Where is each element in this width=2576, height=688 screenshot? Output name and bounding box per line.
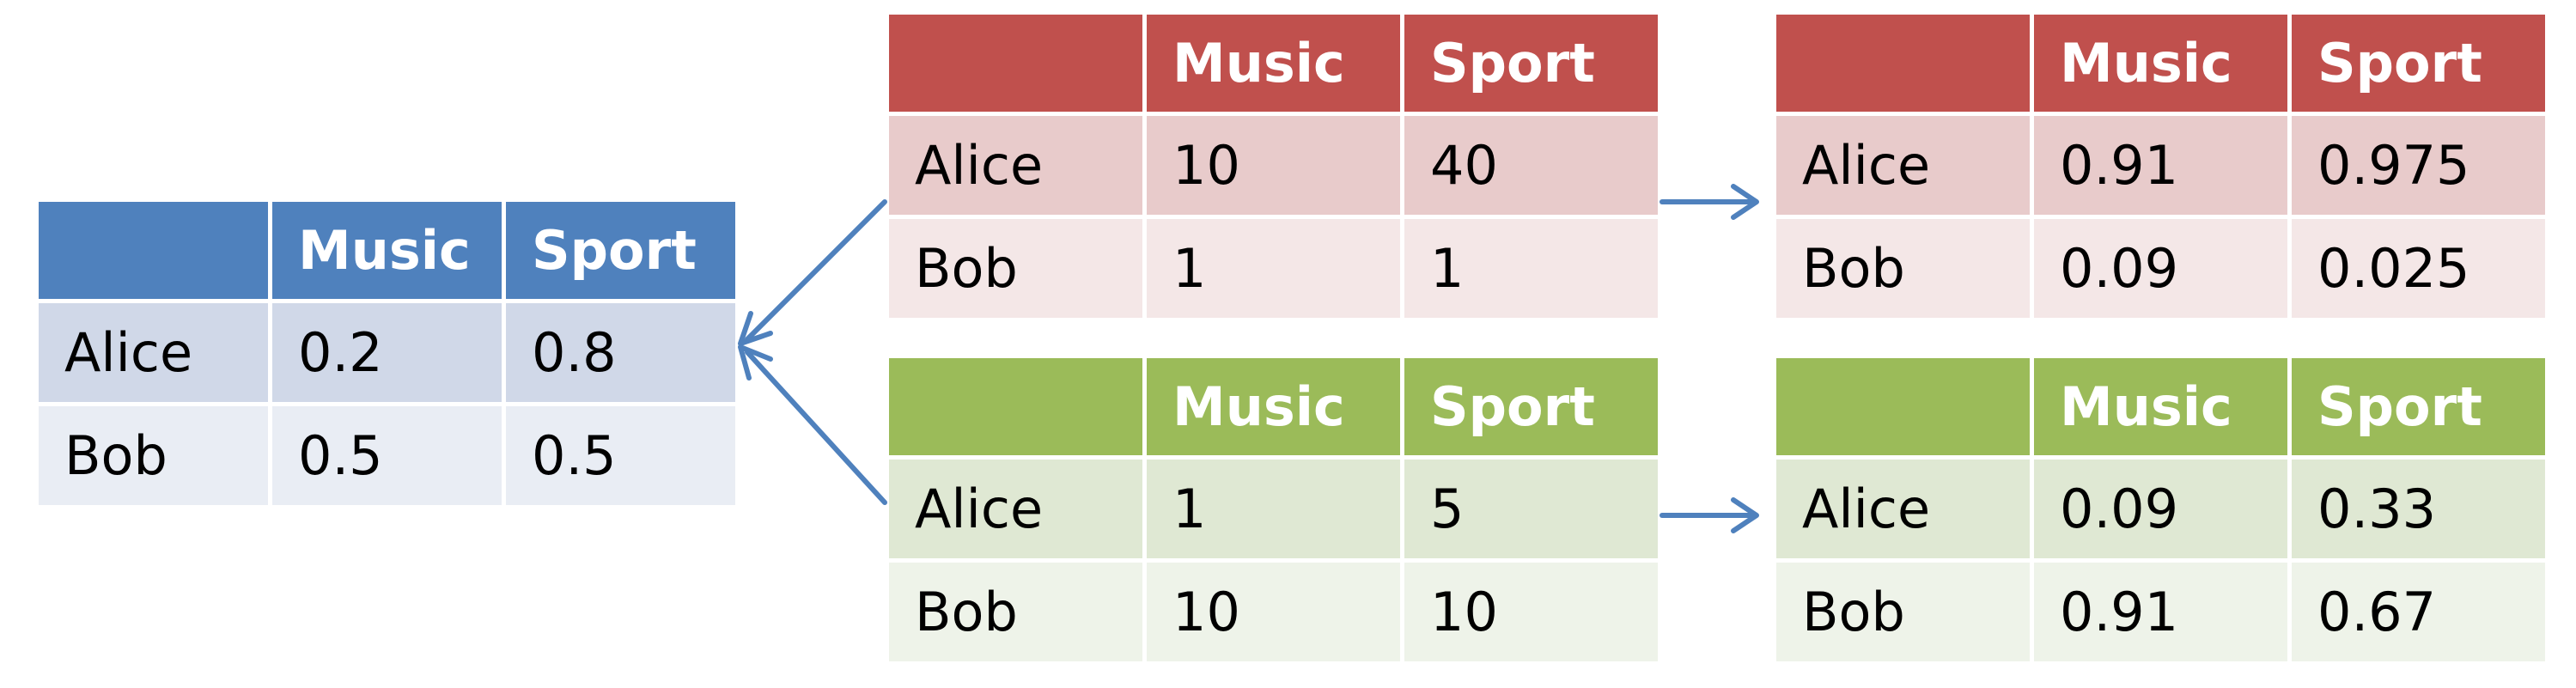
arrow-green-to-left-head bbox=[738, 344, 773, 381]
cell-alice-music: 0.91 bbox=[2034, 116, 2287, 215]
header-music: Music bbox=[2034, 358, 2287, 455]
cell-alice-sport: 0.8 bbox=[506, 303, 735, 402]
row-label-bob: Bob bbox=[1776, 563, 2030, 661]
row-label-bob: Bob bbox=[1776, 219, 2030, 318]
arrow-green-to-left bbox=[745, 350, 887, 505]
header-corner-cell bbox=[1776, 358, 2030, 455]
cell-alice-music: 0.2 bbox=[272, 303, 502, 402]
row-label-bob: Bob bbox=[889, 563, 1142, 661]
cell-bob-music: 0.91 bbox=[2034, 563, 2287, 661]
arrow-red-mid-to-right-head bbox=[1731, 184, 1759, 220]
green-counts-table: Music Sport Alice 1 5 Bob 10 10 bbox=[889, 358, 1658, 661]
header-sport: Sport bbox=[1404, 15, 1658, 112]
cell-bob-sport: 0.5 bbox=[506, 406, 735, 505]
header-corner-cell bbox=[889, 15, 1142, 112]
cell-alice-music: 1 bbox=[1147, 460, 1400, 558]
row-label-bob: Bob bbox=[39, 406, 268, 505]
row-label-alice: Alice bbox=[889, 460, 1142, 558]
cell-bob-sport: 10 bbox=[1404, 563, 1658, 661]
row-label-alice: Alice bbox=[889, 116, 1142, 215]
cell-alice-music: 0.09 bbox=[2034, 460, 2287, 558]
green-normalized-table: Music Sport Alice 0.09 0.33 Bob 0.91 0.6… bbox=[1776, 358, 2545, 661]
cell-alice-sport: 40 bbox=[1404, 116, 1658, 215]
row-label-alice: Alice bbox=[1776, 460, 2030, 558]
row-label-alice: Alice bbox=[1776, 116, 2030, 215]
cell-bob-music: 10 bbox=[1147, 563, 1400, 661]
header-corner-cell bbox=[1776, 15, 2030, 112]
header-sport: Sport bbox=[2292, 15, 2545, 112]
header-music: Music bbox=[1147, 358, 1400, 455]
left-table: Music Sport Alice 0.2 0.8 Bob 0.5 0.5 bbox=[39, 202, 735, 505]
red-normalized-table: Music Sport Alice 0.91 0.975 Bob 0.09 0.… bbox=[1776, 15, 2545, 318]
cell-bob-music: 0.5 bbox=[272, 406, 502, 505]
header-corner-cell bbox=[889, 358, 1142, 455]
cell-bob-music: 1 bbox=[1147, 219, 1400, 318]
cell-bob-sport: 0.67 bbox=[2292, 563, 2545, 661]
cell-bob-music: 0.09 bbox=[2034, 219, 2287, 318]
arrow-red-to-left-head bbox=[738, 311, 773, 346]
row-label-bob: Bob bbox=[889, 219, 1142, 318]
header-sport: Sport bbox=[1404, 358, 1658, 455]
header-sport: Sport bbox=[506, 202, 735, 299]
header-corner-cell bbox=[39, 202, 268, 299]
red-counts-table: Music Sport Alice 10 40 Bob 1 1 bbox=[889, 15, 1658, 318]
header-music: Music bbox=[2034, 15, 2287, 112]
cell-alice-sport: 5 bbox=[1404, 460, 1658, 558]
arrow-red-to-left bbox=[745, 199, 887, 342]
arrow-green-mid-to-right-head bbox=[1731, 497, 1759, 533]
header-music: Music bbox=[1147, 15, 1400, 112]
cell-alice-music: 10 bbox=[1147, 116, 1400, 215]
row-label-alice: Alice bbox=[39, 303, 268, 402]
cell-alice-sport: 0.33 bbox=[2292, 460, 2545, 558]
cell-alice-sport: 0.975 bbox=[2292, 116, 2545, 215]
header-music: Music bbox=[272, 202, 502, 299]
cell-bob-sport: 1 bbox=[1404, 219, 1658, 318]
cell-bob-sport: 0.025 bbox=[2292, 219, 2545, 318]
header-sport: Sport bbox=[2292, 358, 2545, 455]
